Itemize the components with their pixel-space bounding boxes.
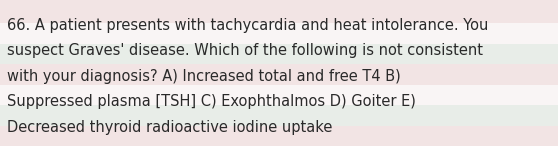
Text: suspect Graves' disease. Which of the following is not consistent: suspect Graves' disease. Which of the fo… bbox=[7, 43, 483, 58]
Bar bbox=[0, 126, 558, 146]
Bar bbox=[0, 0, 558, 23]
Text: Decreased thyroid radioactive iodine uptake: Decreased thyroid radioactive iodine upt… bbox=[7, 120, 332, 135]
Bar bbox=[0, 105, 558, 126]
Bar bbox=[0, 44, 558, 64]
Text: Suppressed plasma [TSH] C) Exophthalmos D) Goiter E): Suppressed plasma [TSH] C) Exophthalmos … bbox=[7, 94, 416, 109]
Text: with your diagnosis? A) Increased total and free T4 B): with your diagnosis? A) Increased total … bbox=[7, 69, 401, 84]
Text: 66. A patient presents with tachycardia and heat intolerance. You: 66. A patient presents with tachycardia … bbox=[7, 18, 488, 33]
Bar bbox=[0, 85, 558, 105]
Bar bbox=[0, 64, 558, 85]
Bar bbox=[0, 23, 558, 44]
